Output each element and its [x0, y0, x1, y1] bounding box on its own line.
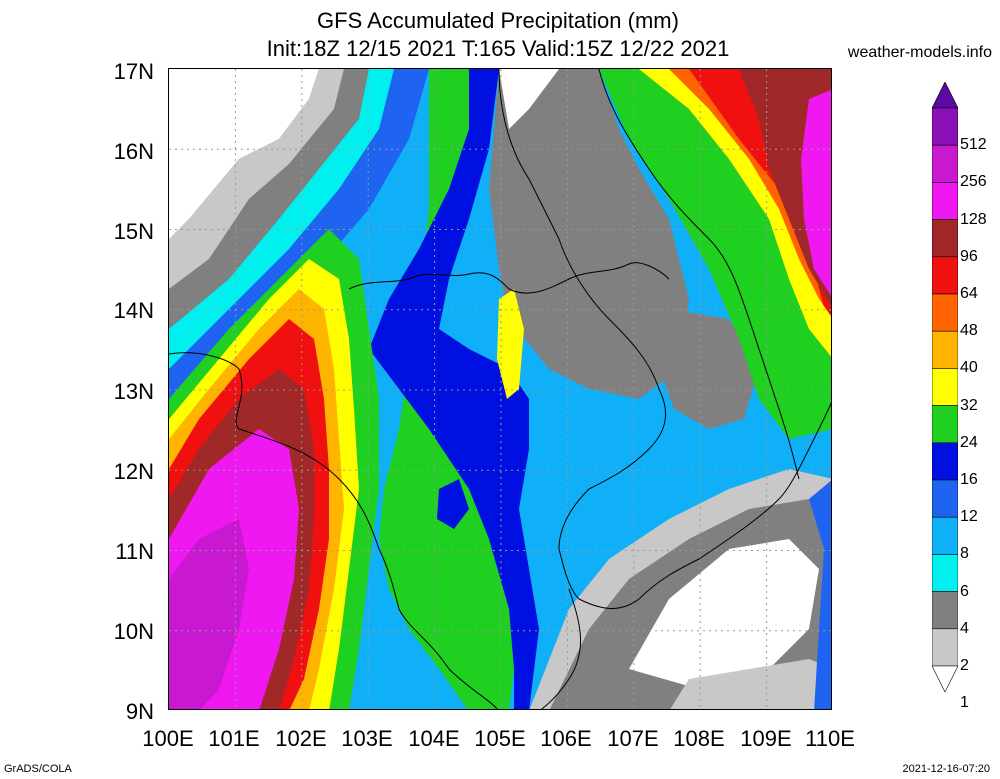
- nw-light-gray-band: [169, 69, 344, 289]
- footer-timestamp: 2021-12-16-07:20: [902, 763, 990, 775]
- ne-green-fringe: [599, 69, 831, 439]
- lon-label-104e: 104E: [408, 726, 460, 751]
- lon-label-101e: 101E: [208, 726, 260, 751]
- lat-label-17n: 17N: [113, 59, 154, 84]
- lat-label-9n: 9N: [125, 699, 154, 724]
- colorbar-swatch: [932, 442, 958, 481]
- colorbar-swatch: [932, 554, 958, 592]
- lon-label-108e: 108E: [673, 726, 725, 751]
- colorbar-swatch: [932, 219, 958, 258]
- dark-blue-band-east: [369, 69, 539, 709]
- map-borders: [169, 69, 831, 709]
- north-gray-area: [489, 69, 689, 399]
- colorbar-swatch: [932, 182, 958, 220]
- colorbar-label: 4: [960, 619, 969, 637]
- chart-title: GFS Accumulated Precipitation (mm): [317, 8, 679, 33]
- lat-label-15n: 15N: [113, 219, 154, 244]
- lon-label-110e: 110E: [805, 726, 855, 751]
- colorbar-swatch: [932, 479, 958, 518]
- delta-coastline: [540, 588, 582, 709]
- colorbar-swatch: [932, 516, 958, 555]
- map-gridlines: [169, 69, 831, 709]
- source-site-label: weather-models.info: [847, 44, 992, 61]
- lon-label-102e: 102E: [275, 726, 327, 751]
- lat-label-10n: 10N: [113, 619, 154, 644]
- southern-coastline: [558, 402, 831, 609]
- lon-label-107e: 107E: [607, 726, 659, 751]
- north-white-patch: [499, 69, 559, 129]
- sw-purple-area: [169, 519, 249, 709]
- colorbar-label: 8: [960, 545, 969, 563]
- lat-label-12n: 12N: [113, 459, 154, 484]
- chart-subtitle: Init:18Z 12/15 2021 T:165 Valid:15Z 12/2…: [266, 36, 730, 61]
- lat-label-16n: 16N: [113, 139, 154, 164]
- lat-label-14n: 14N: [113, 298, 154, 323]
- ne-magenta-patch: [801, 89, 831, 296]
- colorbar-label: 24: [960, 433, 978, 451]
- center-yellow-streak: [497, 289, 524, 399]
- colorbar-swatch: [932, 82, 958, 109]
- colorbar-label: 1: [960, 694, 969, 712]
- colorbar-swatch: [932, 330, 958, 369]
- colorbar-label: 2: [960, 657, 969, 674]
- colorbar-label: 48: [960, 322, 978, 340]
- ne-yellow-fringe: [639, 69, 831, 357]
- lon-label-106e: 106E: [540, 726, 592, 751]
- lat-label-11n: 11N: [115, 539, 154, 564]
- colorbar-label: 32: [960, 396, 978, 414]
- precipitation-map-svg: [169, 69, 831, 709]
- colorbar-label: 512: [960, 136, 987, 154]
- colorbar-swatches: [932, 82, 958, 692]
- colorbar-swatch: [932, 628, 958, 667]
- nw-cyan-band: [169, 69, 394, 369]
- colorbar-label: 128: [960, 210, 987, 228]
- colorbar-label: 64: [960, 285, 978, 302]
- lon-label-103e: 103E: [341, 726, 393, 751]
- colorbar-swatch: [932, 293, 958, 332]
- colorbar: [932, 82, 958, 692]
- se-light-gray-strip: [670, 659, 831, 709]
- northeast-coastline: [598, 69, 800, 480]
- se-white-area: [629, 539, 819, 689]
- nw-gray-band: [169, 69, 369, 329]
- colorbar-label: 16: [960, 471, 978, 488]
- colorbar-swatch: [932, 107, 958, 146]
- colorbar-swatch: [932, 665, 958, 692]
- colorbar-swatch: [932, 368, 958, 406]
- se-blue-edge: [809, 480, 831, 709]
- lat-label-13n: 13N: [113, 379, 154, 404]
- colorbar-label: 6: [960, 582, 969, 600]
- colorbar-swatch: [932, 591, 958, 630]
- east-gray-patch: [659, 309, 759, 429]
- colorbar-swatch: [932, 405, 958, 444]
- lon-label-100e: 100E: [142, 726, 194, 751]
- nw-dry-area: [169, 69, 319, 239]
- northern-border: [348, 262, 670, 294]
- colorbar-label: 40: [960, 359, 978, 377]
- gulf-coastline: [169, 352, 498, 709]
- colorbar-label: 12: [960, 508, 978, 526]
- colorbar-label: 96: [960, 247, 978, 265]
- colorbar-label: 256: [960, 173, 987, 191]
- center-dark-blue-blob: [437, 479, 469, 529]
- colorbar-swatch: [932, 256, 958, 295]
- eastern-border: [498, 69, 667, 490]
- lon-label-105e: 105E: [474, 726, 526, 751]
- footer-software-label: GrADS/COLA: [4, 763, 72, 775]
- green-corridor: [369, 69, 514, 709]
- precipitation-map: [168, 68, 832, 710]
- lon-label-109e: 109E: [740, 726, 792, 751]
- colorbar-swatch: [932, 144, 958, 183]
